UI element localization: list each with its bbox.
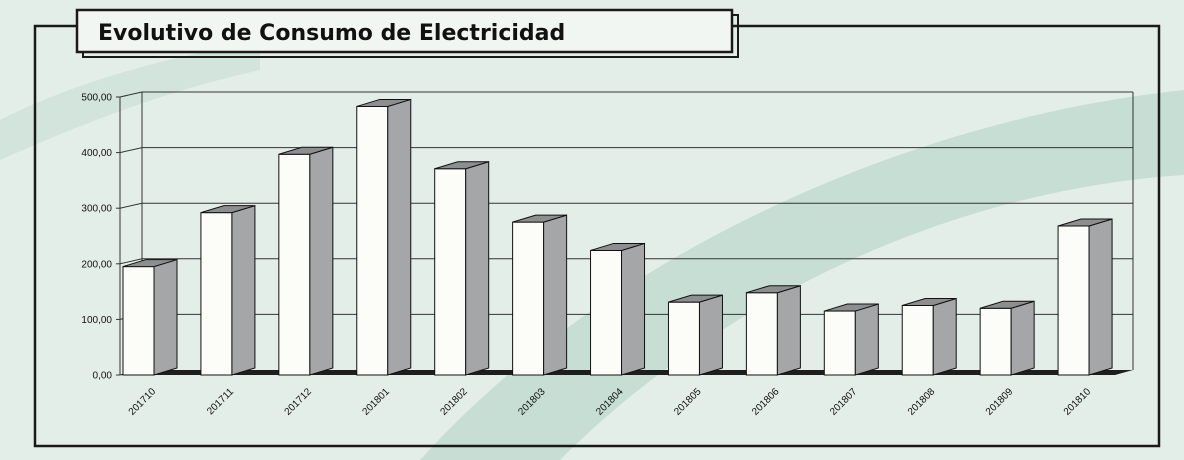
bar-front [200, 212, 233, 376]
bar-side [854, 303, 879, 376]
gridline-depth [119, 91, 143, 98]
title-box [75, 8, 734, 54]
bar [745, 285, 801, 376]
gridline-depth [119, 258, 143, 265]
chart-title: Evolutivo de Consumo de Electricidad [98, 21, 565, 46]
bar [979, 300, 1035, 376]
y-tick-label: 100,00 [81, 315, 112, 326]
bar-side [776, 285, 801, 376]
bar-top [434, 161, 489, 170]
bar [122, 258, 178, 376]
y-tick-label: 500,00 [81, 93, 112, 104]
bar-side [1088, 218, 1113, 376]
y-axis-ticks: 0,00 100,00 200,00 300,00 400,00 500,00 [81, 93, 120, 382]
bar [200, 204, 256, 376]
bar-front [667, 301, 700, 376]
bar-top [122, 259, 178, 268]
bar-side [153, 258, 178, 376]
bar-top [668, 294, 723, 303]
bar-front [356, 105, 389, 376]
bar-front [122, 266, 155, 376]
bar-top [512, 214, 567, 223]
bar [434, 161, 490, 376]
background-band-left [0, 40, 260, 160]
y-tick-label: 200,00 [81, 259, 112, 270]
bar-front [278, 153, 311, 376]
bar-front [901, 305, 934, 376]
bar-front [1057, 225, 1090, 376]
bar-front [823, 310, 856, 376]
gridline-depth [119, 147, 143, 154]
bar-top [746, 285, 801, 294]
bar-front [745, 292, 778, 376]
bar [278, 146, 334, 376]
gridline-depth [119, 202, 143, 209]
y-tick-label: 0,00 [93, 371, 113, 382]
bar-front [979, 307, 1012, 376]
bar [901, 297, 957, 376]
bar [667, 294, 723, 376]
bar-top [824, 303, 879, 312]
y-tick-label: 400,00 [81, 148, 112, 159]
bar [590, 242, 646, 376]
bar-front [590, 249, 623, 376]
bar-side [932, 297, 957, 376]
bar-side [698, 294, 723, 376]
bars [122, 98, 1113, 376]
bar-front [434, 168, 467, 376]
bar-side [465, 161, 490, 376]
bar-side [621, 242, 646, 376]
bar-top [590, 242, 645, 251]
bar-top [200, 205, 256, 214]
bar-side [387, 98, 412, 376]
bar-side [231, 204, 256, 376]
bar-front [512, 221, 545, 376]
bar-top [278, 146, 333, 155]
bar [512, 214, 568, 376]
bar [823, 303, 879, 376]
bar-side [1010, 300, 1035, 376]
bar [356, 98, 412, 376]
bar [1057, 218, 1113, 376]
bar-top [902, 298, 957, 306]
bar-top [980, 300, 1035, 309]
bar-side [309, 146, 334, 376]
bar-side [543, 214, 568, 376]
bar-top [356, 98, 411, 107]
y-tick-label: 300,00 [81, 204, 112, 215]
bar-top [1057, 218, 1113, 227]
